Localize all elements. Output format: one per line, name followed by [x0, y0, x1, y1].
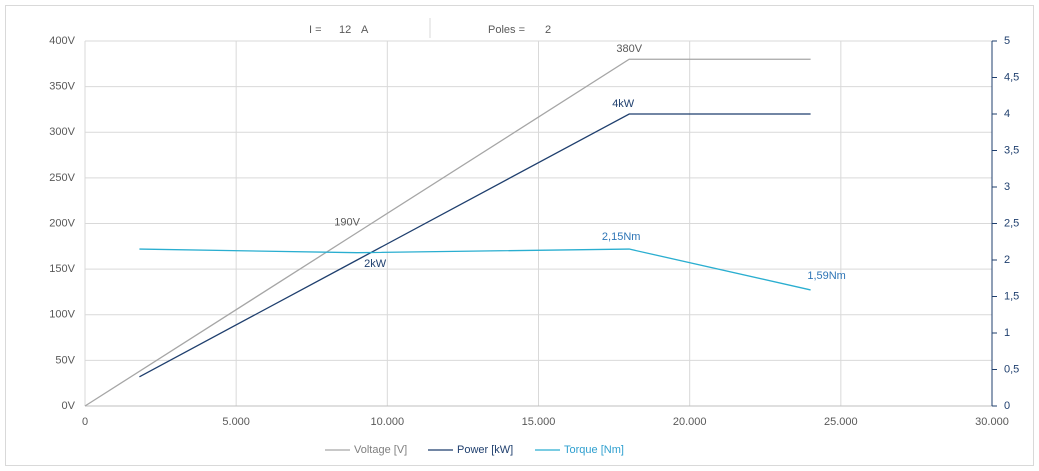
y-tick-label: 400V: [49, 35, 75, 47]
data-label: 1,59Nm: [807, 270, 846, 282]
y-tick-label: 350V: [49, 81, 75, 93]
header-poles-value: 2: [545, 24, 551, 36]
header-poles-label: Poles =: [488, 24, 525, 36]
legend-label: Torque [Nm]: [564, 444, 624, 456]
y-tick-label: 200V: [49, 217, 75, 229]
x-tick-label: 15.000: [522, 416, 556, 428]
y-tick-label: 150V: [49, 263, 75, 275]
y2-tick-label: 3: [1004, 181, 1010, 193]
y2-tick-label: 2: [1004, 254, 1010, 266]
y2-tick-label: 4,5: [1004, 71, 1019, 83]
y-tick-label: 0V: [62, 400, 76, 412]
chart-border: [5, 5, 1034, 466]
y-tick-label: 100V: [49, 309, 75, 321]
data-label: 2kW: [364, 258, 387, 270]
legend-label: Voltage [V]: [354, 444, 407, 456]
y2-tick-label: 0: [1004, 400, 1010, 412]
y2-tick-label: 2,5: [1004, 217, 1019, 229]
x-tick-label: 5.000: [222, 416, 250, 428]
y-tick-label: 50V: [55, 354, 75, 366]
y2-tick-label: 1: [1004, 327, 1010, 339]
data-label: 380V: [616, 43, 642, 55]
x-tick-label: 30.000: [975, 416, 1009, 428]
y2-tick-label: 4: [1004, 108, 1010, 120]
data-label: 190V: [334, 217, 360, 229]
y2-tick-label: 0,5: [1004, 363, 1019, 375]
series-line: [139, 248, 811, 291]
x-tick-label: 0: [82, 416, 88, 428]
y-tick-label: 250V: [49, 172, 75, 184]
data-label: 2,15Nm: [602, 231, 641, 243]
y-tick-label: 300V: [49, 126, 75, 138]
x-tick-label: 10.000: [371, 416, 405, 428]
x-tick-label: 20.000: [673, 416, 707, 428]
series-line: [84, 58, 811, 407]
header-current-unit: A: [361, 24, 369, 36]
y2-tick-label: 3,5: [1004, 144, 1019, 156]
y2-tick-label: 1,5: [1004, 290, 1019, 302]
header-current-value: 12: [339, 24, 351, 36]
header-current-label: I =: [309, 24, 322, 36]
y2-tick-label: 5: [1004, 35, 1010, 47]
data-label: 4kW: [612, 98, 635, 110]
series-line: [139, 113, 811, 378]
x-tick-label: 25.000: [824, 416, 858, 428]
legend-label: Power [kW]: [457, 444, 513, 456]
